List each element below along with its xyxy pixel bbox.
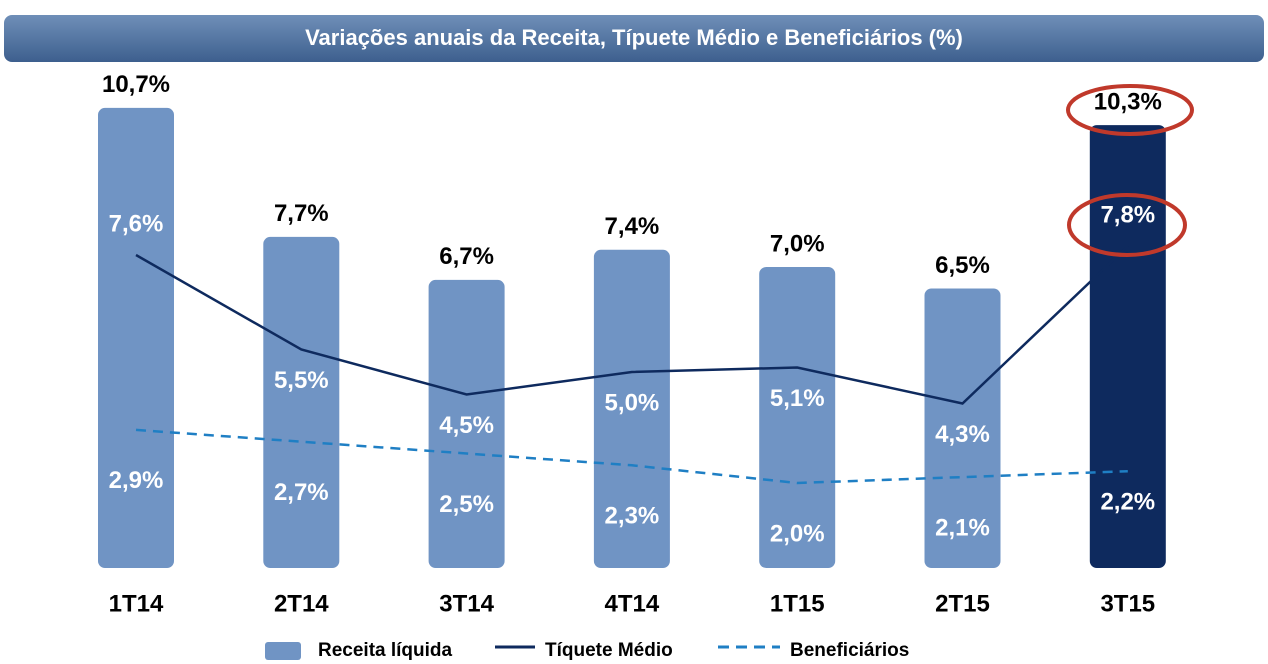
- legend-label: Tíquete Médio: [545, 640, 673, 661]
- x-tick-label: 1T15: [770, 590, 825, 617]
- value-label: 4,3%: [935, 421, 990, 448]
- value-label: 2,2%: [1100, 489, 1155, 516]
- value-label: 7,6%: [109, 210, 164, 237]
- x-tick-label: 3T14: [439, 590, 494, 617]
- value-label: 7,7%: [274, 200, 329, 227]
- x-tick-label: 1T14: [109, 590, 164, 617]
- bar: [98, 108, 174, 568]
- chart-title: Variações anuais da Receita, Típuete Méd…: [305, 25, 963, 50]
- legend-label: Beneficiários: [790, 640, 909, 661]
- bar: [263, 237, 339, 568]
- value-label: 4,5%: [439, 412, 494, 439]
- legend-label: Receita líquida: [318, 640, 453, 661]
- value-label: 2,9%: [109, 467, 164, 494]
- value-label: 6,7%: [439, 243, 494, 270]
- value-label: 7,4%: [605, 213, 660, 240]
- value-label: 2,0%: [770, 520, 825, 547]
- value-label: 2,5%: [439, 491, 494, 518]
- value-label: 2,3%: [605, 503, 660, 530]
- legend-swatch: [265, 642, 301, 660]
- chart: Variações anuais da Receita, Típuete Méd…: [0, 0, 1268, 664]
- x-tick-label: 2T15: [935, 590, 990, 617]
- value-label: 5,0%: [605, 389, 660, 416]
- value-label: 7,8%: [1100, 201, 1155, 228]
- value-label: 10,3%: [1094, 88, 1162, 115]
- value-label: 2,7%: [274, 479, 329, 506]
- x-tick-label: 2T14: [274, 590, 329, 617]
- value-label: 6,5%: [935, 252, 990, 279]
- value-label: 5,1%: [770, 385, 825, 412]
- x-tick-label: 3T15: [1100, 590, 1155, 617]
- value-label: 2,1%: [935, 514, 990, 541]
- value-label: 7,0%: [770, 230, 825, 257]
- value-label: 5,5%: [274, 367, 329, 394]
- x-tick-label: 4T14: [605, 590, 660, 617]
- value-label: 10,7%: [102, 71, 170, 98]
- plot-area: 1T14 2T14 3T14 4T14 1T15 2T15 3T15 10,7% 7,7% 6,7…: [98, 71, 1166, 661]
